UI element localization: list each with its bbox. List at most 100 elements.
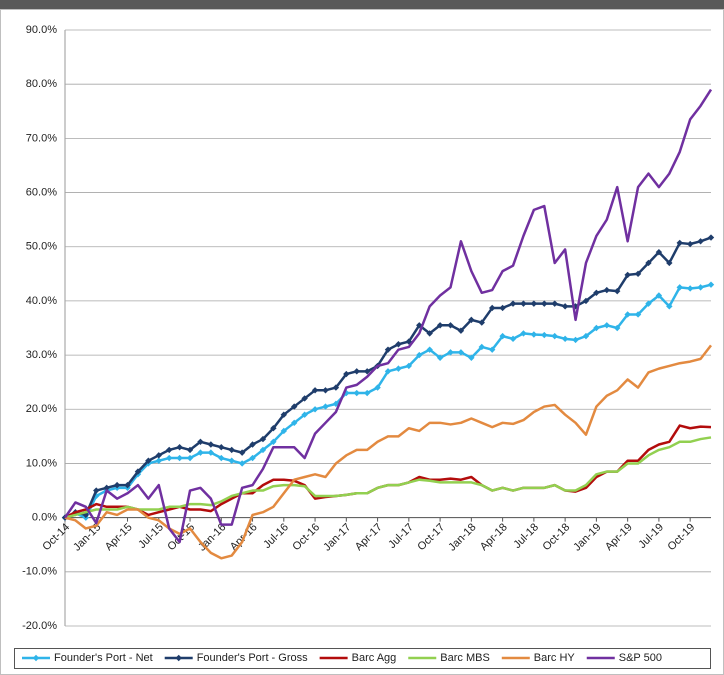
series-marker: [488, 304, 496, 312]
series-marker: [238, 449, 246, 456]
series-marker: [395, 365, 402, 372]
legend-label: Barc Agg: [352, 652, 397, 664]
y-tick-label: 90.0%: [26, 24, 57, 36]
series-marker: [322, 403, 329, 410]
series-marker: [197, 438, 204, 445]
series-marker: [614, 287, 621, 295]
series-marker: [228, 446, 235, 454]
series-marker: [707, 281, 715, 288]
series-marker: [478, 343, 485, 351]
series-marker: [603, 286, 611, 294]
series-marker: [478, 319, 485, 326]
series-marker: [457, 327, 465, 334]
series-marker: [384, 346, 392, 353]
series-marker: [165, 454, 173, 462]
series-marker: [270, 425, 277, 432]
series-marker: [113, 481, 121, 489]
series-marker: [124, 481, 131, 489]
series-marker: [270, 438, 277, 445]
series-marker: [561, 303, 569, 310]
series-marker: [645, 300, 652, 307]
y-tick-label: 0.0%: [32, 512, 57, 524]
series-marker: [218, 454, 225, 462]
series-marker: [145, 457, 152, 464]
series-marker: [655, 248, 663, 256]
series-marker: [530, 331, 538, 338]
series-marker: [520, 300, 527, 307]
series-marker: [134, 468, 142, 475]
series-marker: [634, 270, 642, 278]
legend-label: S&P 500: [619, 652, 662, 664]
series-line: [63, 88, 713, 544]
series-marker: [624, 311, 631, 318]
series-marker: [634, 311, 642, 318]
legend-label: Founder's Port - Net: [54, 652, 153, 664]
series-marker: [686, 240, 694, 248]
series-marker: [291, 403, 298, 410]
series-marker: [353, 368, 360, 375]
header-bar: [0, 0, 724, 9]
series-marker: [311, 387, 319, 394]
series-marker: [593, 324, 600, 332]
legend-label: Barc HY: [534, 652, 576, 664]
series-marker: [436, 322, 444, 329]
y-tick-label: 80.0%: [26, 78, 57, 90]
series-marker: [322, 387, 329, 394]
series-marker: [374, 384, 381, 391]
series-marker: [155, 452, 162, 459]
series-marker: [488, 346, 496, 353]
series-marker: [509, 300, 517, 307]
series-marker: [447, 349, 454, 356]
y-tick-label: 10.0%: [26, 457, 57, 469]
legend-label: Barc MBS: [440, 652, 490, 664]
series-marker: [707, 234, 715, 241]
series-marker: [520, 330, 527, 337]
series-marker: [426, 346, 433, 353]
series-marker: [624, 271, 631, 279]
y-tick-label: -20.0%: [22, 620, 57, 632]
series-marker: [363, 389, 371, 397]
y-tick-label: 70.0%: [26, 132, 57, 144]
y-tick-label: -10.0%: [22, 566, 57, 578]
series-marker: [541, 331, 548, 339]
series-marker: [551, 332, 558, 340]
y-tick-label: 20.0%: [26, 403, 57, 415]
series-marker: [363, 368, 371, 375]
series-marker: [426, 330, 433, 337]
series-marker: [593, 289, 600, 296]
series-marker: [666, 303, 673, 310]
series-marker: [697, 284, 704, 291]
y-tick-label: 40.0%: [26, 295, 57, 307]
series-marker: [530, 300, 538, 307]
legend-box: [14, 648, 711, 669]
legend-label: Founder's Port - Gross: [197, 652, 308, 664]
series-marker: [176, 454, 183, 462]
series-marker: [645, 259, 652, 267]
series-marker: [207, 441, 215, 448]
series-marker: [343, 370, 350, 378]
series-line: [64, 344, 712, 560]
series-marker: [207, 449, 215, 456]
series-marker: [259, 435, 267, 443]
series-marker: [561, 335, 569, 343]
series-marker: [93, 487, 100, 494]
series-marker: [332, 384, 340, 391]
series-marker: [572, 336, 579, 344]
series-marker: [572, 303, 579, 310]
series-line: [64, 436, 712, 519]
series-marker: [468, 354, 475, 361]
series-marker: [186, 446, 194, 454]
series-marker: [509, 335, 517, 343]
series-marker: [666, 259, 673, 267]
series-marker: [291, 419, 298, 427]
series-marker: [395, 341, 402, 348]
series-marker: [103, 484, 110, 492]
series-marker: [499, 332, 506, 340]
series-marker: [499, 304, 506, 312]
series-marker: [436, 354, 444, 361]
series-marker: [541, 300, 548, 307]
series-marker: [655, 292, 663, 299]
series-marker: [353, 389, 360, 397]
series-marker: [218, 444, 225, 451]
